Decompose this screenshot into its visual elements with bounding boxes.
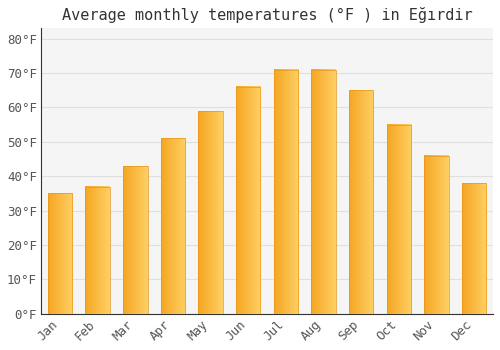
Bar: [123, 166, 148, 314]
Bar: [386, 125, 411, 314]
Bar: [349, 90, 374, 314]
Bar: [160, 138, 185, 314]
Bar: [236, 87, 260, 314]
Bar: [198, 111, 223, 314]
Bar: [86, 187, 110, 314]
Bar: [274, 70, 298, 314]
Bar: [312, 70, 336, 314]
Bar: [48, 194, 72, 314]
Bar: [424, 155, 449, 314]
Title: Average monthly temperatures (°F ) in Eğırdir: Average monthly temperatures (°F ) in Eğ…: [62, 7, 472, 23]
Bar: [462, 183, 486, 314]
